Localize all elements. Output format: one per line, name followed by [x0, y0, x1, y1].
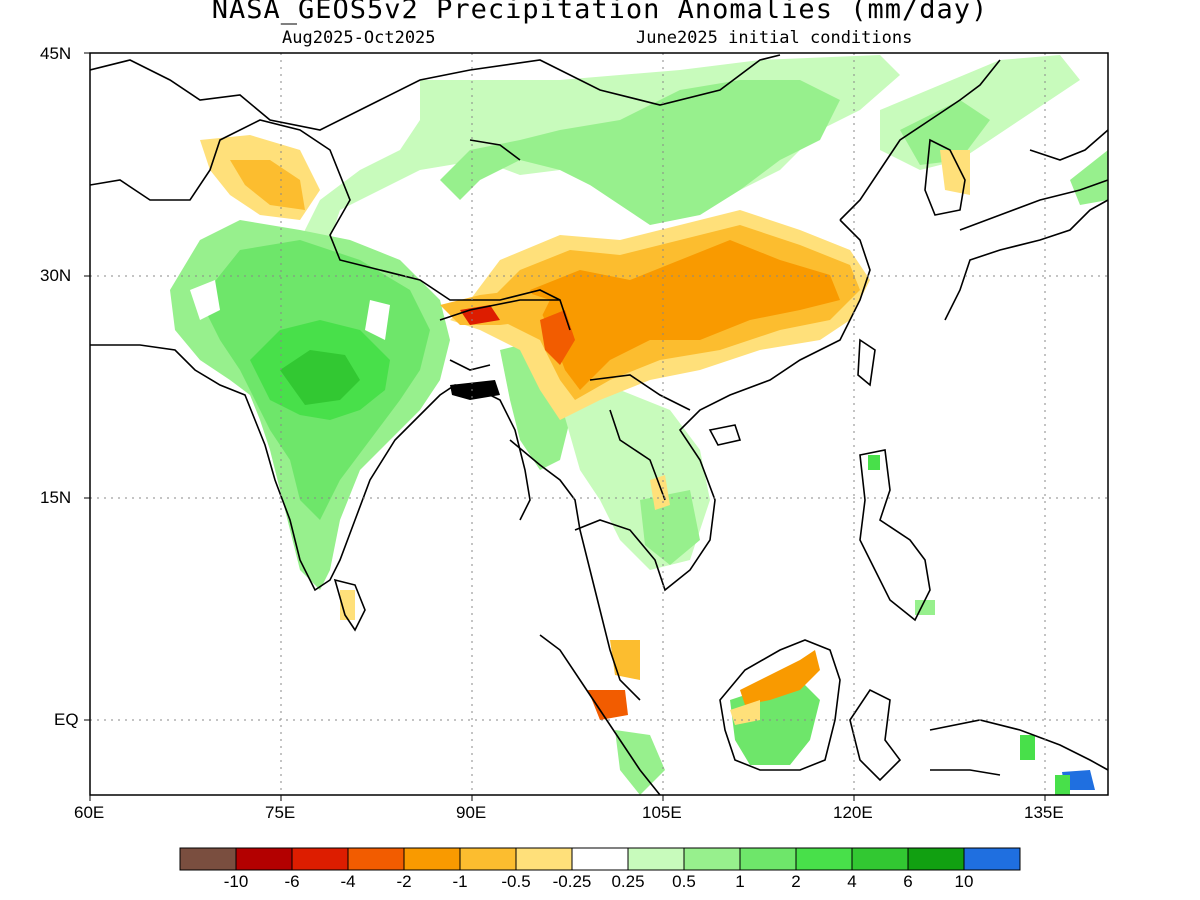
anomaly-region-central-india-peak	[280, 350, 360, 405]
colorbar-tick-label: 4	[847, 872, 857, 891]
colorbar-tick-label: 1	[735, 872, 745, 891]
colorbar-tick-label: -0.5	[501, 872, 531, 891]
colorbar-swatch	[179, 847, 237, 871]
colorbar-tick-label: -10	[223, 872, 249, 891]
colorbar-tick-label: -4	[340, 872, 356, 891]
colorbar-tick-label: 2	[791, 872, 801, 891]
colorbar-swatch	[963, 847, 1021, 871]
colorbar-swatch	[795, 847, 853, 871]
colorbar-tick-label: -6	[284, 872, 300, 891]
lon-label-120e: 120E	[833, 803, 873, 822]
colorbar-swatch	[347, 847, 405, 871]
lon-label-75e: 75E	[265, 803, 296, 822]
anomaly-region-borneo-north	[740, 650, 820, 705]
colorbar-swatch	[291, 847, 349, 871]
colorbar-swatch	[403, 847, 461, 871]
colorbar-tick-label: -2	[396, 872, 412, 891]
colorbar-tick-label: 0.5	[672, 872, 696, 891]
lat-label-15n: 15N	[40, 488, 72, 507]
colorbar	[179, 847, 1021, 871]
axis-ticks	[84, 52, 1046, 801]
colorbar-swatch	[851, 847, 909, 871]
lon-label-135e: 135E	[1024, 803, 1064, 822]
bay-of-bengal-delta	[450, 380, 500, 400]
anomaly-field	[170, 55, 1108, 795]
colorbar-swatch	[683, 847, 741, 871]
lon-label-60e: 60E	[74, 803, 105, 822]
colorbar-swatch	[627, 847, 685, 871]
lon-label-90e: 90E	[456, 803, 487, 822]
initial-conditions: June2025 initial conditions	[636, 28, 913, 48]
forecast-period: Aug2025-Oct2025	[282, 28, 436, 48]
colorbar-tick-label: 10	[954, 872, 974, 891]
colorbar-swatch	[235, 847, 293, 871]
coastlines	[90, 54, 1109, 795]
colorbar-tick-label: -0.25	[552, 872, 592, 891]
colorbar-swatch	[515, 847, 573, 871]
lat-label-30n: 30N	[40, 266, 72, 285]
colorbar-tick-label: 0.25	[611, 872, 645, 891]
map-title: NASA_GEOS5v2 Precipitation Anomalies (mm…	[211, 0, 989, 25]
anomaly-region-eastern-himalaya	[540, 310, 575, 365]
lat-label-eq: EQ	[54, 710, 79, 729]
colorbar-tick-label: 6	[903, 872, 913, 891]
gridlines	[90, 53, 1108, 795]
colorbar-swatch	[571, 847, 629, 871]
lon-label-105e: 105E	[642, 803, 682, 822]
map-frame	[89, 52, 1109, 796]
lat-label-45n: 45N	[40, 44, 72, 63]
colorbar-swatch	[739, 847, 797, 871]
colorbar-tick-label: -1	[452, 872, 468, 891]
colorbar-swatch	[459, 847, 517, 871]
colorbar-swatch	[907, 847, 965, 871]
anomaly-region-southern-china	[530, 240, 840, 390]
anomaly-region-northern-china	[440, 80, 840, 225]
